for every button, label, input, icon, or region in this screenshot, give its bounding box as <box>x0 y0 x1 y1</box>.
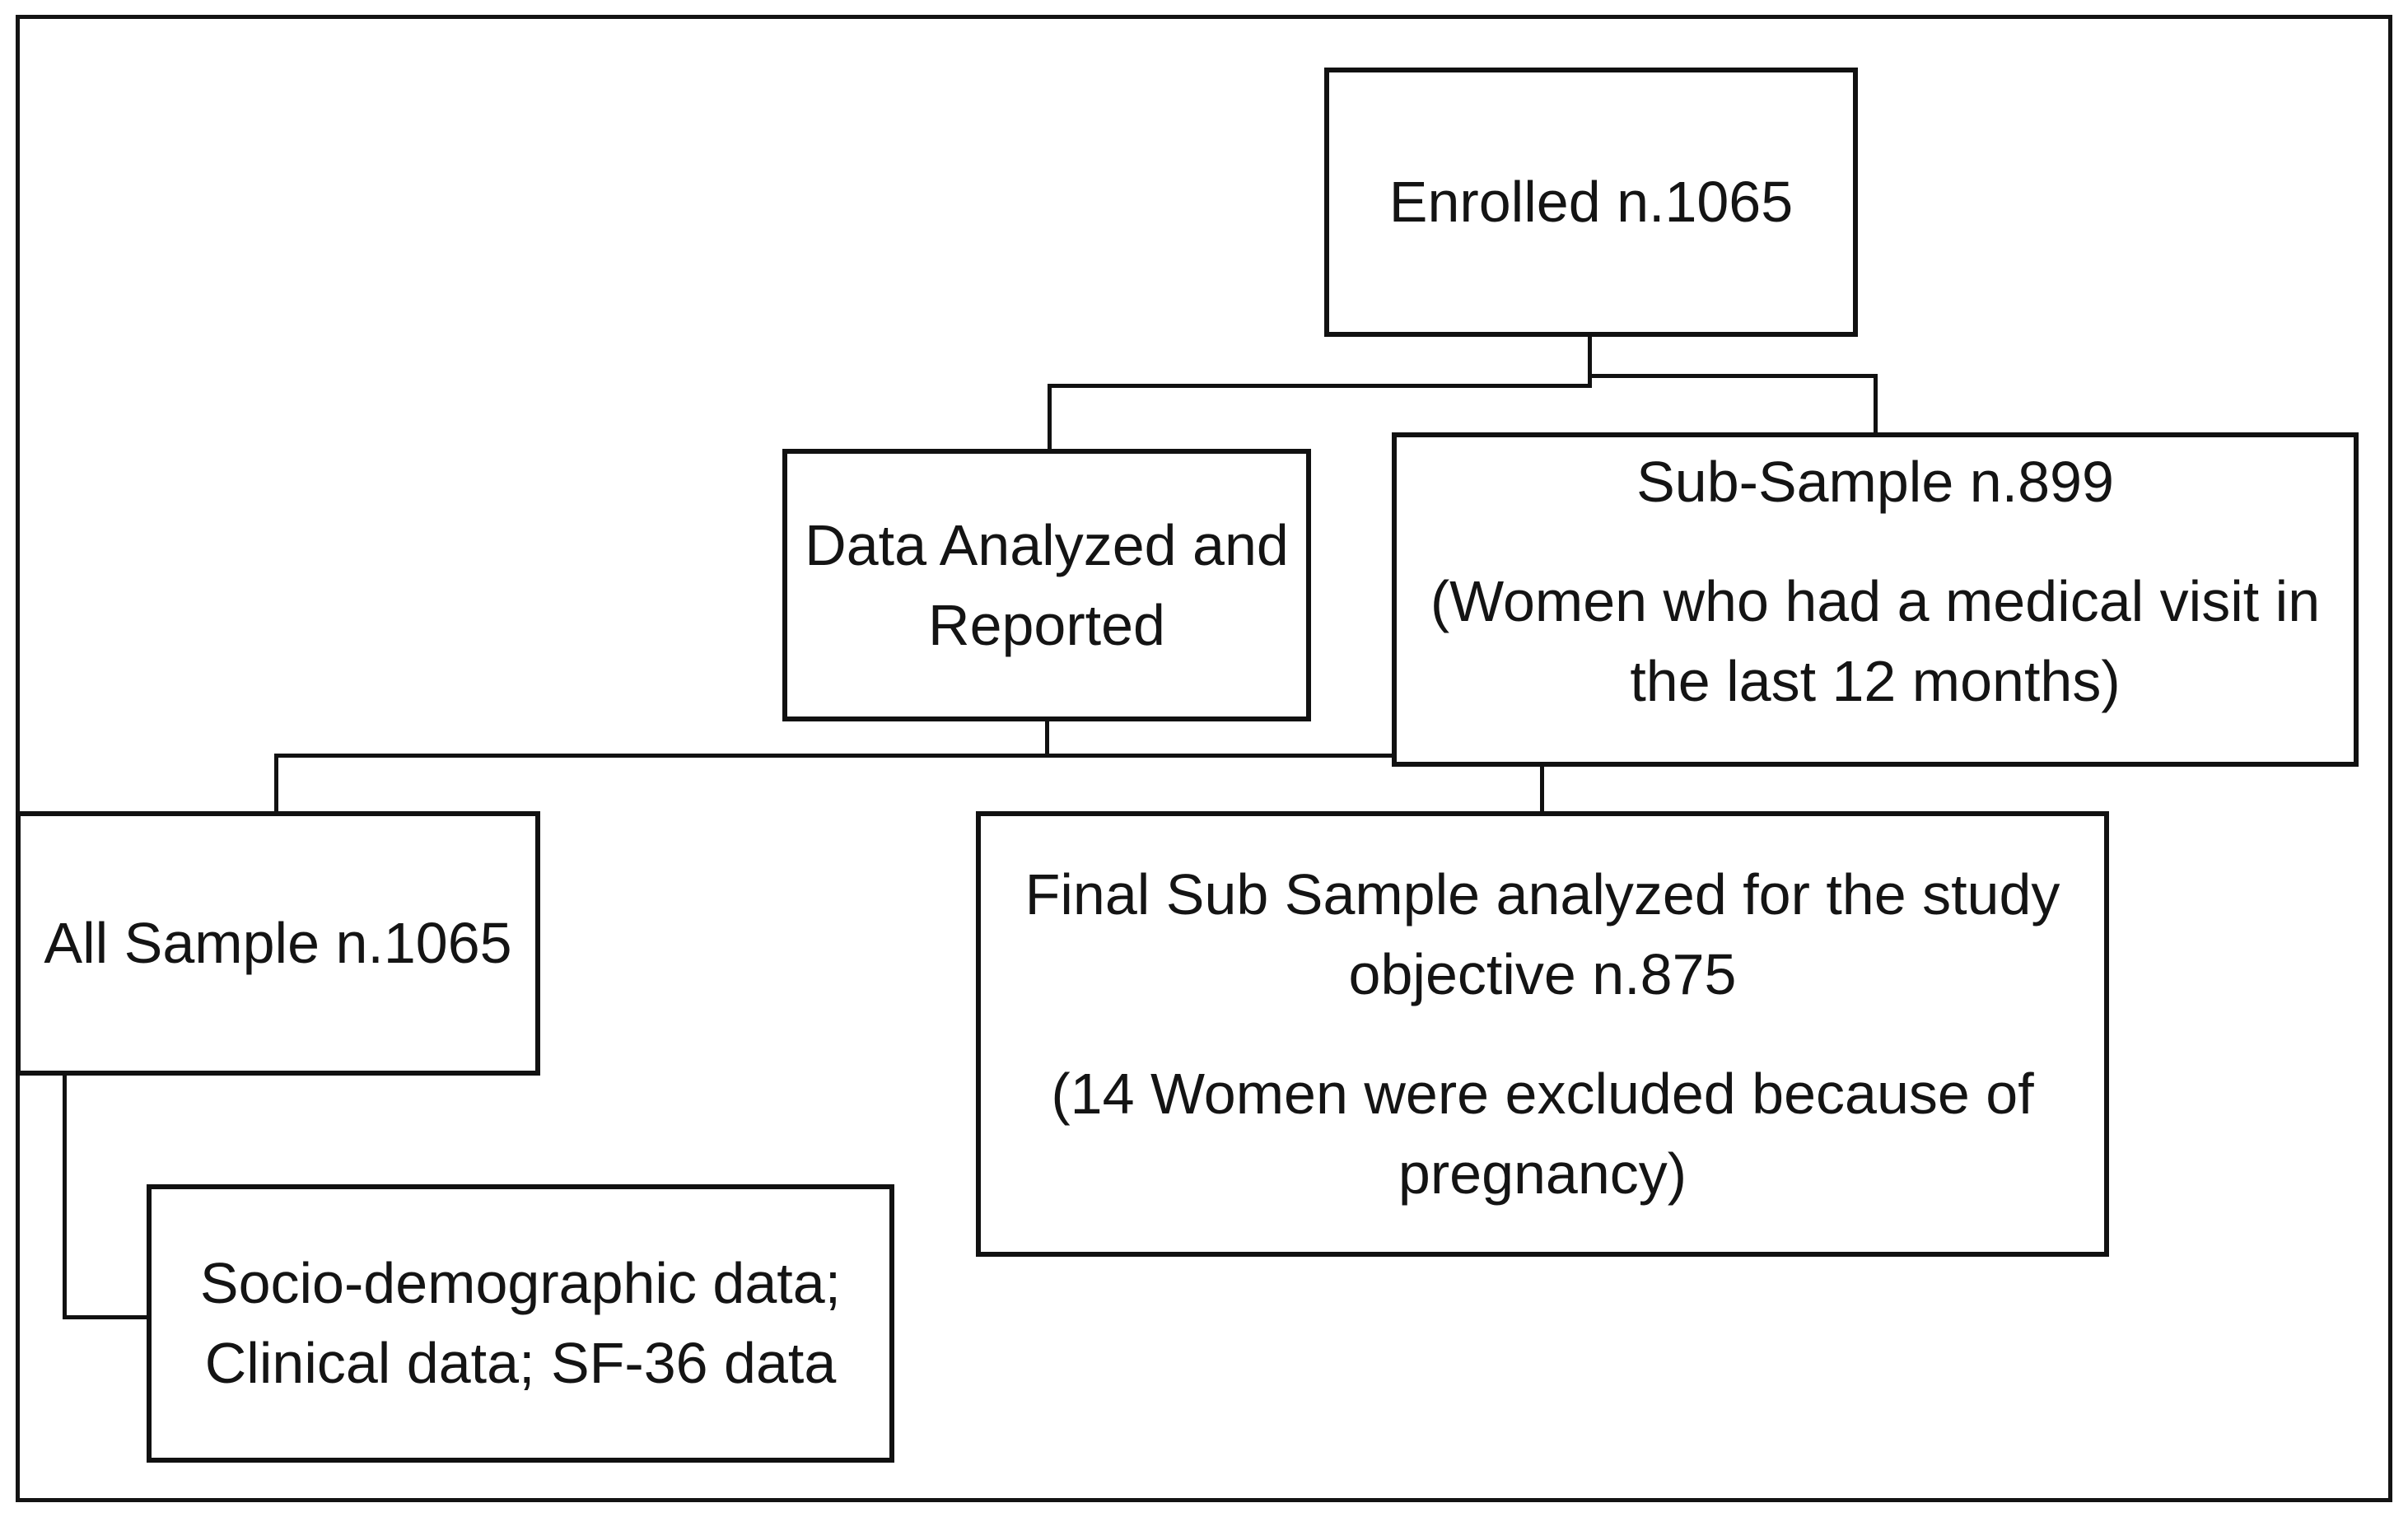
connector-sub-sample-drop <box>1874 374 1878 436</box>
connector-data-analyzed-stem <box>1045 718 1049 758</box>
box-note: (Women who had a medical visit in the la… <box>1430 569 2321 713</box>
box-title: Sub-Sample n.899 <box>1636 450 2114 514</box>
box-label: Socio-demographic data; Clinical data; S… <box>199 1251 842 1395</box>
flowchart-box-enrolled: Enrolled n.1065 <box>1324 68 1858 337</box>
connector-mid-horizontal <box>274 754 1394 758</box>
box-note: (14 Women were excluded because of pregn… <box>1051 1061 2034 1206</box>
connector-enrolled-stem <box>1588 334 1592 386</box>
connector-data-analyzed-drop <box>1048 384 1052 452</box>
flowchart-box-all-sample: All Sample n.1065 <box>16 811 540 1076</box>
connector-data-collected-horizontal <box>63 1315 152 1319</box>
connector-all-sample-drop <box>274 754 278 815</box>
flowchart-box-sub-sample: Sub-Sample n.899 (Women who had a medica… <box>1392 432 2359 767</box>
outer-border <box>16 15 2392 1502</box>
connector-sub-sample-final-stem <box>1540 763 1544 814</box>
flowchart-box-final-sub-sample: Final Sub Sample analyzed for the study … <box>976 811 2109 1257</box>
connector-split-left-horizontal <box>1048 384 1592 388</box>
box-label: All Sample n.1065 <box>44 911 512 975</box>
box-label: Enrolled n.1065 <box>1388 170 1794 234</box>
flowchart-box-data-collected: Socio-demographic data; Clinical data; S… <box>147 1184 894 1463</box>
box-title: Final Sub Sample analyzed for the study … <box>1024 861 2060 1006</box>
box-label: Data Analyzed and Reported <box>805 512 1289 657</box>
connector-split-right-horizontal <box>1588 374 1878 378</box>
connector-all-sample-stem <box>63 1072 67 1319</box>
flowchart-box-data-analyzed: Data Analyzed and Reported <box>782 449 1311 721</box>
